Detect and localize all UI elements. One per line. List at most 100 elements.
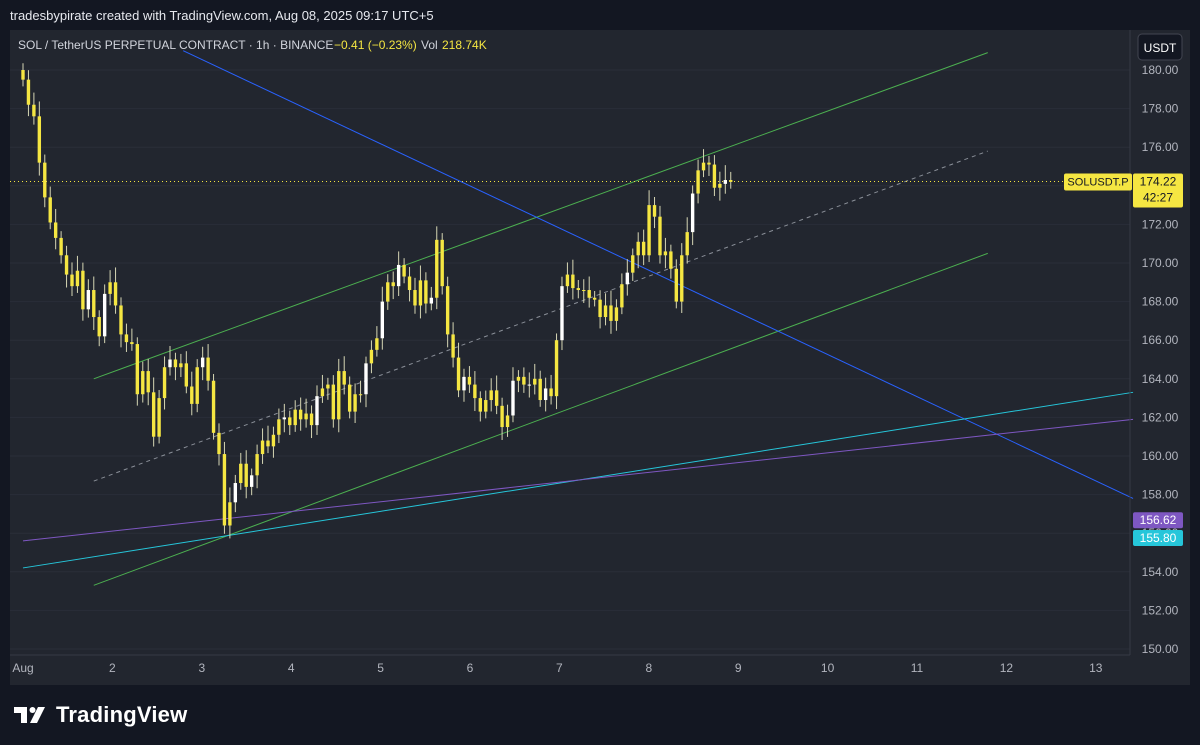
price-axis: 180.00178.00176.00174.00172.00170.00168.… (1129, 30, 1179, 656)
candle-body (75, 270, 80, 287)
candle-body (522, 376, 526, 385)
price-tick-label: 178.00 (1142, 102, 1179, 116)
price-chart[interactable]: 180.00178.00176.00174.00172.00170.00168.… (10, 30, 1190, 685)
currency-button[interactable]: USDT (1137, 33, 1183, 61)
time-tick-label: 6 (467, 661, 474, 675)
candle-body (576, 288, 580, 291)
tradingview-logo[interactable]: TradingView (14, 702, 187, 728)
candle-body (97, 317, 101, 337)
candle-body (413, 290, 417, 306)
candle-body (587, 290, 591, 298)
volume-label: Vol (421, 38, 438, 52)
candle-body (641, 241, 646, 256)
price-tick-label: 172.00 (1142, 217, 1179, 231)
candle-body (445, 286, 450, 335)
candle-body (277, 419, 281, 435)
footer (0, 690, 1200, 745)
candle-body (391, 282, 395, 287)
candle-body (200, 357, 205, 368)
candle-body (53, 222, 58, 238)
candles (21, 63, 733, 539)
candle-body (195, 367, 199, 404)
candle-body (380, 301, 385, 339)
candle-body (620, 284, 624, 308)
time-tick-label: 5 (377, 661, 384, 675)
candle-body (723, 180, 727, 184)
price-tick-label: 162.00 (1142, 410, 1179, 424)
price-change: −0.41 (−0.23%) (334, 38, 417, 52)
candle-body (685, 232, 689, 256)
bar-countdown: 42:27 (1143, 191, 1173, 205)
trend-line-channel-lower (93, 252, 988, 586)
time-tick-label: 8 (645, 661, 652, 675)
candle-body (435, 239, 439, 298)
candle-body (478, 398, 483, 412)
candle-body (505, 415, 510, 428)
trend-lines (10, 50, 1134, 586)
candle-body (190, 386, 194, 404)
time-tick-label: 4 (288, 661, 295, 675)
candle-body (358, 394, 363, 396)
price-tick-label: 150.00 (1142, 642, 1179, 656)
candle-body (37, 116, 42, 163)
candle-body (141, 371, 145, 395)
candle-body (211, 380, 216, 433)
candle-body (565, 274, 570, 287)
last-price-symbol: SOLUSDT.P (1067, 177, 1128, 189)
candle-body (418, 280, 423, 306)
candle-body (424, 280, 428, 304)
candle-body (516, 376, 521, 381)
candle-body (402, 264, 406, 277)
trend-line-channel-upper (93, 52, 988, 380)
time-tick-label: 7 (556, 661, 563, 675)
candle-body (571, 274, 575, 289)
candle-body (729, 180, 733, 182)
time-tick-label: 13 (1089, 661, 1103, 675)
symbol-label[interactable]: SOL / TetherUS PERPETUAL CONTRACT · 1h ·… (18, 38, 333, 52)
volume-value: 218.74K (442, 38, 487, 52)
candle-body (146, 371, 150, 393)
candle-body (680, 255, 684, 302)
candle-body (582, 290, 586, 292)
candle-body (26, 79, 31, 105)
candle-body (554, 340, 559, 397)
candle-body (652, 205, 657, 217)
candle-body (473, 384, 477, 399)
currency-label[interactable]: USDT (1144, 41, 1177, 55)
candle-body (32, 104, 36, 117)
trend-line-downtrend (182, 50, 1134, 499)
candle-body (669, 251, 673, 269)
candle-body (603, 305, 608, 318)
candle-body (135, 344, 140, 395)
price-tick-label: 176.00 (1142, 140, 1179, 154)
candle-body (108, 282, 112, 294)
candle-body (549, 388, 553, 397)
candle-body (315, 396, 319, 426)
candle-body (337, 371, 341, 420)
candle-body (511, 380, 515, 416)
chart-panel[interactable]: 180.00178.00176.00174.00172.00170.00168.… (10, 30, 1190, 685)
candle-body (43, 162, 47, 198)
candle-body (467, 376, 472, 385)
price-tick-label: 160.00 (1142, 449, 1179, 463)
level-tag-value: 155.80 (1140, 531, 1177, 545)
candle-body (113, 282, 118, 306)
candle-body (712, 164, 717, 188)
candle-body (674, 268, 678, 302)
time-tick-label: 11 (911, 661, 924, 675)
candle-body (484, 400, 488, 412)
price-tick-label: 170.00 (1142, 256, 1179, 270)
candle-body (320, 388, 325, 397)
candle-body (489, 390, 493, 401)
candle-body (298, 409, 303, 420)
candle-body (451, 334, 455, 358)
candle-body (429, 297, 434, 304)
tradingview-logo-icon (14, 707, 45, 723)
time-tick-label: Aug (12, 661, 33, 675)
candle-body (162, 367, 167, 399)
candle-body (157, 398, 161, 437)
candle-body (386, 282, 390, 302)
candle-body (696, 170, 700, 194)
trend-line-channel-mid (93, 150, 988, 482)
candle-body (249, 475, 254, 487)
